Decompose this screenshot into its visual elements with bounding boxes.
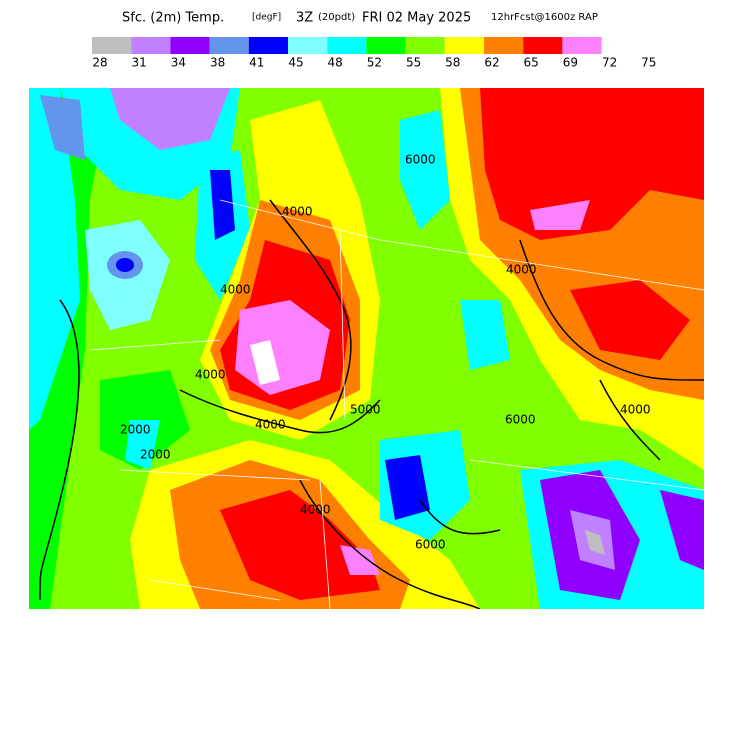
contour-label: 4000 — [620, 403, 651, 417]
title-text: Sfc. (2m) Temp. — [122, 11, 224, 26]
colorbar-box — [209, 37, 249, 54]
region — [40, 95, 85, 160]
region — [460, 300, 510, 370]
contour-label: 4000 — [506, 263, 537, 277]
contours — [39, 199, 704, 609]
colorbar-box — [405, 37, 445, 54]
colorbar-box — [562, 37, 602, 54]
map: 4000 4000 4000 6000 4000 2000 2000 4000 … — [29, 88, 704, 609]
colorbar-box — [327, 37, 367, 54]
colorbar-box — [366, 37, 406, 54]
region — [385, 455, 430, 520]
contour-label: 2000 — [120, 423, 151, 437]
region — [585, 530, 605, 555]
region — [340, 545, 380, 575]
colorbar-label: 28 — [92, 56, 107, 70]
title-text: [degF] — [252, 13, 281, 23]
colorbar-box — [248, 37, 288, 54]
colorbar-box — [523, 37, 563, 54]
title-text: 3Z — [296, 11, 313, 26]
contour-label: 4000 — [282, 205, 313, 219]
region — [480, 88, 704, 240]
colorbar-box — [92, 37, 132, 54]
colorbar-label: 69 — [563, 56, 578, 70]
contour-label: 6000 — [405, 153, 436, 167]
region — [570, 280, 690, 360]
colorbar-label: 41 — [249, 56, 264, 70]
contour-label: 4000 — [195, 368, 226, 382]
region — [29, 88, 80, 430]
colorbar: 28 31 34 38 41 45 48 52 55 58 62 65 69 72 75 — [92, 37, 656, 70]
contour-label: 6000 — [505, 413, 536, 427]
contour-label: 6000 — [415, 538, 446, 552]
region — [660, 490, 704, 570]
region — [125, 420, 160, 470]
contour-label: 5000 — [350, 403, 381, 417]
colorbar-box — [444, 37, 484, 54]
contour-label: 4000 — [255, 418, 286, 432]
colorbar-label: 45 — [288, 56, 303, 70]
region — [220, 490, 380, 600]
colorbar-box — [288, 37, 328, 54]
colorbar-label: 55 — [406, 56, 421, 70]
colorbar-label: 38 — [210, 56, 225, 70]
title: Sfc. (2m) Temp. [degF] 3Z (20pdt) FRI 02… — [122, 11, 598, 26]
region — [210, 170, 235, 240]
region — [400, 110, 450, 230]
colorbar-box — [131, 37, 171, 54]
region — [116, 258, 134, 272]
colorbar-label: 62 — [484, 56, 499, 70]
colorbar-label: 31 — [132, 56, 147, 70]
colorbar-label: 65 — [524, 56, 539, 70]
contour-label: 2000 — [140, 448, 171, 462]
title-text: (20pdt) — [318, 12, 355, 23]
title-text: 12hrFcst@1600z RAP — [491, 12, 598, 23]
colorbar-label: 75 — [641, 56, 656, 70]
colorbar-label: 58 — [445, 56, 460, 70]
region — [110, 88, 230, 150]
colorbar-label: 48 — [328, 56, 343, 70]
colorbar-box — [484, 37, 524, 54]
region — [530, 200, 590, 230]
contour-label: 4000 — [220, 283, 251, 297]
region — [250, 340, 280, 385]
colorbar-box — [170, 37, 210, 54]
colorbar-label: 52 — [367, 56, 382, 70]
title-text: FRI 02 May 2025 — [362, 11, 471, 26]
colorbar-label: 72 — [602, 56, 617, 70]
boundaries — [89, 199, 704, 609]
colorbar-label: 34 — [171, 56, 186, 70]
contour-label: 4000 — [300, 503, 331, 517]
